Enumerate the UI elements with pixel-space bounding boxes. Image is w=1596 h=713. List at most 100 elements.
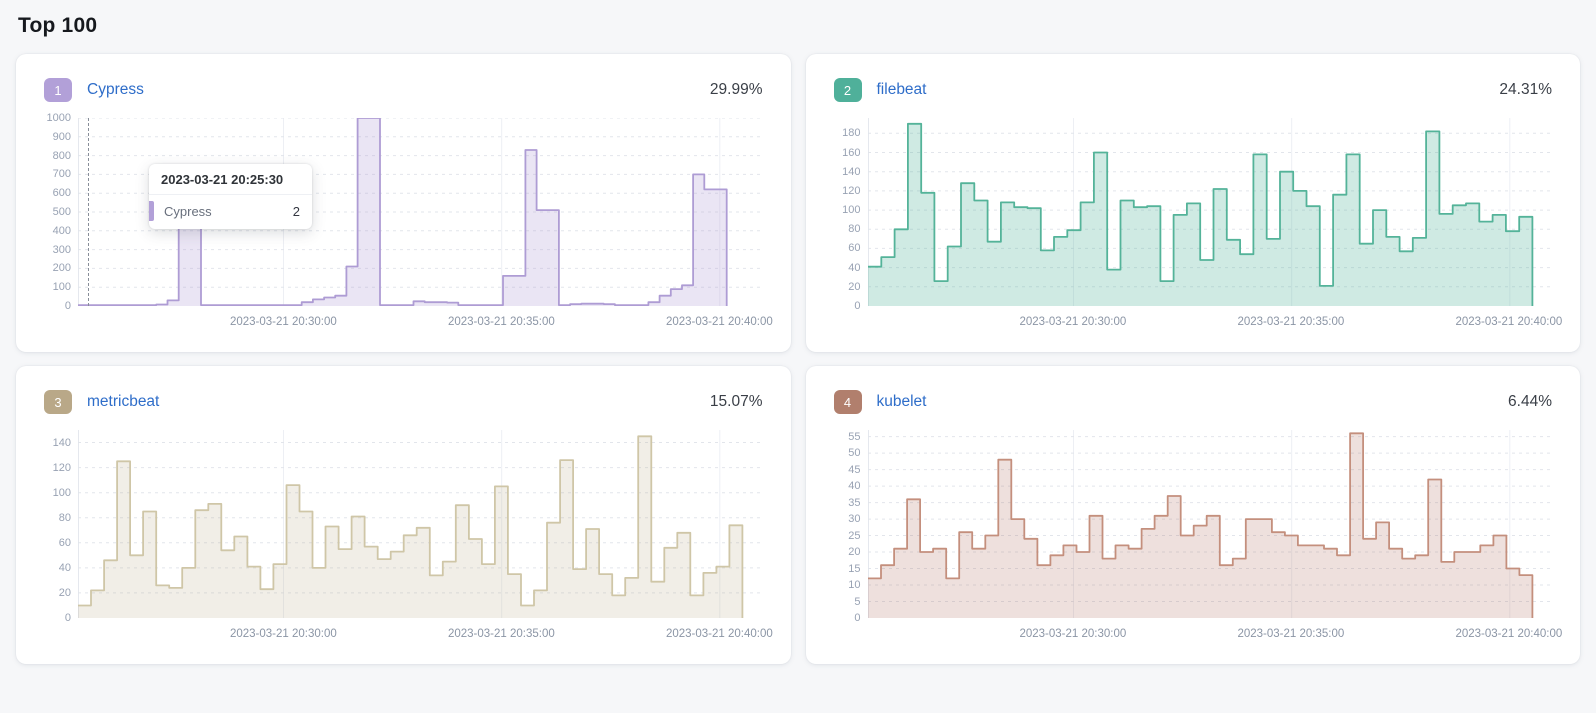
y-tick-label: 0 xyxy=(854,612,861,624)
x-tick-label: 2023-03-21 20:40:00 xyxy=(1455,628,1563,640)
y-axis-labels: 0 20 40 60 80 100 120 140 xyxy=(44,430,78,648)
percentage-value: 6.44% xyxy=(1508,393,1552,410)
x-axis-labels: 2023-03-21 20:30:00 2023-03-21 20:35:00 20… xyxy=(78,624,773,648)
y-tick-label: 700 xyxy=(52,168,71,181)
rank-badge: 2 xyxy=(833,78,862,102)
x-tick-label: 2023-03-21 20:30:00 xyxy=(229,316,337,328)
y-tick-label: 400 xyxy=(52,224,71,237)
x-tick-label: 2023-03-21 20:40:00 xyxy=(665,628,773,640)
y-tick-label: 20 xyxy=(58,586,71,599)
y-tick-label: 0 xyxy=(64,300,71,312)
y-tick-label: 40 xyxy=(58,561,71,574)
y-tick-label: 500 xyxy=(52,206,71,218)
card-header: 3 metricbeat 15.07% xyxy=(44,390,763,414)
x-tick-label: 2023-03-21 20:35:00 xyxy=(1237,316,1345,328)
rank-badge: 3 xyxy=(44,390,72,414)
x-tick-label: 2023-03-21 20:30:00 xyxy=(1019,628,1127,640)
cards-grid: 1 Cypress 29.99% 0 100 200 300 400 500 600 700 8… xyxy=(16,54,1580,664)
y-tick-label: 0 xyxy=(854,300,861,312)
chart-area: 0 20 40 60 80 100 120 140 2023-03-21 20:30:00 20… xyxy=(44,430,773,648)
crosshair-line xyxy=(88,118,89,306)
y-tick-label: 100 xyxy=(842,204,861,217)
chart-card-filebeat: 2 filebeat 24.31% 0 20 40 60 80 100 120 140 160 1… xyxy=(805,54,1580,352)
tooltip-series-marker xyxy=(149,201,154,221)
y-tick-label: 45 xyxy=(848,463,861,476)
y-tick-label: 600 xyxy=(52,187,71,200)
card-header: 2 filebeat 24.31% xyxy=(833,78,1552,102)
x-axis-labels: 2023-03-21 20:30:00 2023-03-21 20:35:00 20… xyxy=(78,312,773,336)
chart-area: 0 5 10 15 20 25 30 35 40 45 50 55 2023-03-21 20:30:… xyxy=(834,430,1562,648)
percentage-value: 15.07% xyxy=(709,393,763,410)
chart-svg xyxy=(78,430,763,618)
x-axis-labels: 2023-03-21 20:30:00 2023-03-21 20:35:00 20… xyxy=(868,624,1562,648)
y-tick-label: 40 xyxy=(848,480,861,493)
y-tick-label: 1000 xyxy=(46,112,71,124)
y-tick-label: 140 xyxy=(842,165,861,178)
card-header: 4 kubelet 6.44% xyxy=(833,390,1552,414)
chart-plot[interactable] xyxy=(867,118,1553,306)
y-tick-label: 50 xyxy=(848,447,861,460)
series-name-link[interactable]: Cypress xyxy=(87,81,144,98)
y-axis-labels: 0 20 40 60 80 100 120 140 160 180 xyxy=(834,118,868,336)
tooltip-series-value: 2 xyxy=(292,203,300,219)
chart-card-metricbeat: 3 metricbeat 15.07% 0 20 40 60 80 100 120 140 2… xyxy=(16,366,791,664)
chart-area: 0 100 200 300 400 500 600 700 800 900 1000 2023-03… xyxy=(44,112,773,336)
y-tick-label: 60 xyxy=(58,536,71,549)
card-header: 1 Cypress 29.99% xyxy=(44,78,763,102)
y-tick-label: 160 xyxy=(842,146,861,159)
chart-area: 0 20 40 60 80 100 120 140 160 180 2023-03-21 20:3… xyxy=(834,118,1562,336)
y-tick-label: 40 xyxy=(848,261,861,274)
y-tick-label: 120 xyxy=(842,184,861,197)
tooltip-series-name: Cypress xyxy=(164,203,212,219)
x-tick-label: 2023-03-21 20:35:00 xyxy=(447,628,555,640)
x-tick-label: 2023-03-21 20:30:00 xyxy=(1019,316,1127,328)
y-tick-label: 900 xyxy=(52,130,71,143)
y-tick-label: 100 xyxy=(52,486,71,499)
series-name-link[interactable]: metricbeat xyxy=(87,393,160,410)
y-tick-label: 300 xyxy=(52,243,71,256)
tooltip-row: Cypress 2 xyxy=(149,195,312,229)
y-tick-label: 180 xyxy=(842,127,861,140)
y-axis-labels: 0 5 10 15 20 25 30 35 40 45 50 55 xyxy=(834,430,868,648)
percentage-value: 29.99% xyxy=(709,81,763,98)
y-tick-label: 60 xyxy=(848,242,861,255)
y-tick-label: 20 xyxy=(848,546,861,559)
rank-badge: 4 xyxy=(833,390,862,414)
percentage-value: 24.31% xyxy=(1499,81,1552,98)
chart-plot[interactable] xyxy=(867,430,1553,618)
chart-svg xyxy=(867,430,1553,618)
y-tick-label: 25 xyxy=(848,529,861,542)
y-tick-label: 800 xyxy=(52,149,71,162)
tooltip-timestamp: 2023-03-21 20:25:30 xyxy=(149,164,312,195)
y-tick-label: 5 xyxy=(854,595,861,608)
series-name-link[interactable]: kubelet xyxy=(876,393,927,410)
y-tick-label: 80 xyxy=(848,223,861,236)
chart-card-kubelet: 4 kubelet 6.44% 0 5 10 15 20 25 30 35 40 45 50 55 2… xyxy=(805,366,1580,664)
y-tick-label: 200 xyxy=(52,262,71,275)
rank-badge: 1 xyxy=(44,78,72,102)
x-tick-label: 2023-03-21 20:40:00 xyxy=(665,316,773,328)
y-tick-label: 20 xyxy=(848,280,861,293)
page-title: Top 100 xyxy=(18,14,98,37)
y-tick-label: 30 xyxy=(848,513,861,526)
x-axis-labels: 2023-03-21 20:30:00 2023-03-21 20:35:00 20… xyxy=(868,312,1562,336)
chart-tooltip: 2023-03-21 20:25:30 Cypress 2 xyxy=(149,164,312,229)
x-tick-label: 2023-03-21 20:35:00 xyxy=(447,316,555,328)
series-name-link[interactable]: filebeat xyxy=(876,81,927,98)
chart-plot[interactable]: 2023-03-21 20:25:30 Cypress 2 xyxy=(78,118,763,306)
chart-plot[interactable] xyxy=(78,430,763,618)
x-tick-label: 2023-03-21 20:40:00 xyxy=(1455,316,1563,328)
y-tick-label: 100 xyxy=(52,281,71,294)
y-tick-label: 15 xyxy=(848,562,861,575)
y-tick-label: 80 xyxy=(58,511,71,524)
y-axis-labels: 0 100 200 300 400 500 600 700 800 900 1000 xyxy=(44,112,78,336)
y-tick-label: 10 xyxy=(848,579,861,592)
y-tick-label: 140 xyxy=(52,436,71,449)
y-tick-label: 55 xyxy=(848,430,861,443)
chart-svg xyxy=(867,118,1553,306)
y-tick-label: 35 xyxy=(848,496,861,509)
x-tick-label: 2023-03-21 20:30:00 xyxy=(229,628,337,640)
chart-card-cypress: 1 Cypress 29.99% 0 100 200 300 400 500 600 700 8… xyxy=(16,54,791,352)
x-tick-label: 2023-03-21 20:35:00 xyxy=(1237,628,1345,640)
y-tick-label: 0 xyxy=(64,612,71,624)
